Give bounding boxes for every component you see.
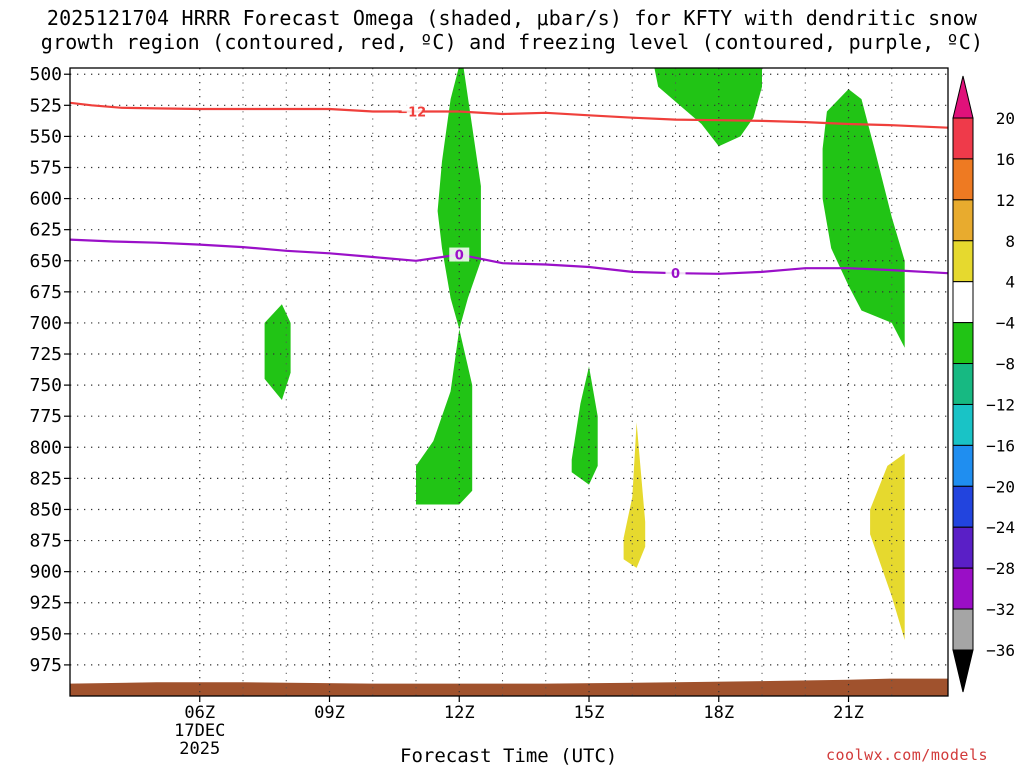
chart-title: 2025121704 HRRR Forecast Omega (shaded, … [0, 6, 1024, 54]
y-tick-label: 975 [29, 655, 62, 676]
freezing-level-0-label-bg [449, 247, 470, 262]
colorbar-top-arrow [952, 75, 974, 119]
y-tick-label: 550 [29, 126, 62, 147]
y-tick-label: 700 [29, 313, 62, 334]
colorbar-swatch [952, 240, 974, 283]
colorbar-bottom-arrow [952, 649, 974, 693]
freezing-level-0-line [70, 238, 948, 275]
freezing-level-0-label-bg [665, 266, 686, 281]
y-tick-label: 675 [29, 282, 62, 303]
colorbar-label: 8 [1005, 232, 1015, 251]
colorbar-label: −28 [986, 559, 1015, 578]
y-tick-label: 850 [29, 499, 62, 520]
dendritic-snow-growth-minus12-label-1: −12 [397, 106, 426, 121]
title-line-1: 2025121704 HRRR Forecast Omega (shaded, … [46, 6, 978, 30]
colorbar-swatch [952, 567, 974, 610]
y-tick-label: 575 [29, 157, 62, 178]
x-tick-sublabel: 17DEC [174, 721, 225, 741]
colorbar-label: 20 [996, 109, 1015, 128]
x-tick-sublabel: 2025 [179, 739, 220, 759]
omega-region-1200-upper [437, 68, 481, 330]
x-tick-label: 15Z [574, 703, 605, 723]
colorbar-swatch [952, 363, 974, 405]
colorbar-swatch [952, 199, 974, 242]
y-tick-label: 800 [29, 437, 62, 458]
omega-region-1200-lower [416, 329, 473, 505]
x-tick-label: 12Z [444, 703, 475, 723]
y-tick-label: 725 [29, 344, 62, 365]
y-tick-label: 875 [29, 531, 62, 552]
x-tick-label: 06Z [184, 703, 215, 723]
omega-region-1800 [654, 68, 762, 147]
terrain-strip [70, 678, 948, 696]
colorbar-swatch [952, 444, 974, 487]
dendritic-snow-growth-minus12-label-bg [401, 104, 422, 119]
colorbar-swatch [952, 403, 974, 446]
y-tick-label: 525 [29, 95, 62, 116]
omega-region-2100 [822, 89, 905, 348]
credit-text: coolwx.com/models [826, 746, 989, 764]
omega-region-1600-positive [623, 422, 646, 568]
y-tick-label: 900 [29, 562, 62, 583]
colorbar-swatch [952, 526, 974, 569]
colorbar-label: −12 [986, 395, 1015, 414]
y-tick-label: 625 [29, 220, 62, 241]
colorbar-label: 4 [1005, 273, 1015, 292]
colorbar-label: 12 [996, 191, 1015, 210]
colorbar-label: 16 [996, 150, 1015, 169]
y-tick-label: 600 [29, 189, 62, 210]
colorbar-swatch [952, 117, 974, 160]
colorbar-swatch [952, 322, 974, 365]
colorbar-swatch [952, 158, 974, 201]
freezing-level-0-label-2: 0 [671, 267, 680, 282]
colorbar-label: −32 [986, 600, 1015, 619]
colorbar-label: −24 [986, 518, 1015, 537]
omega-region-2200-positive [870, 453, 905, 640]
x-axis-label: Forecast Time (UTC) [400, 745, 618, 767]
freezing-level-0-label-1: 0 [455, 249, 464, 264]
y-tick-label: 750 [29, 375, 62, 396]
colorbar-swatch [952, 485, 974, 528]
title-line-2: growth region (contoured, red, ºC) and f… [40, 30, 984, 54]
plot-frame [69, 67, 949, 697]
omega-region-1500 [571, 366, 598, 485]
x-tick-label: 18Z [703, 703, 734, 723]
y-tick-label: 925 [29, 593, 62, 614]
omega-region-0730-upper [264, 304, 291, 400]
y-tick-label: 775 [29, 406, 62, 427]
x-tick-label: 21Z [833, 703, 864, 723]
colorbar-label: −16 [986, 436, 1015, 455]
y-tick-label: 950 [29, 624, 62, 645]
colorbar-label: −8 [996, 355, 1015, 374]
colorbar-swatch [952, 608, 974, 651]
dendritic-snow-growth-minus12-line [70, 101, 948, 129]
y-tick-label: 825 [29, 468, 62, 489]
colorbar-label: −20 [986, 477, 1015, 496]
x-tick-label: 09Z [314, 703, 345, 723]
colorbar-label: −4 [996, 314, 1015, 333]
y-tick-label: 650 [29, 251, 62, 272]
y-tick-label: 500 [29, 64, 62, 85]
colorbar-swatch [952, 281, 974, 324]
colorbar-label: −36 [986, 641, 1015, 660]
